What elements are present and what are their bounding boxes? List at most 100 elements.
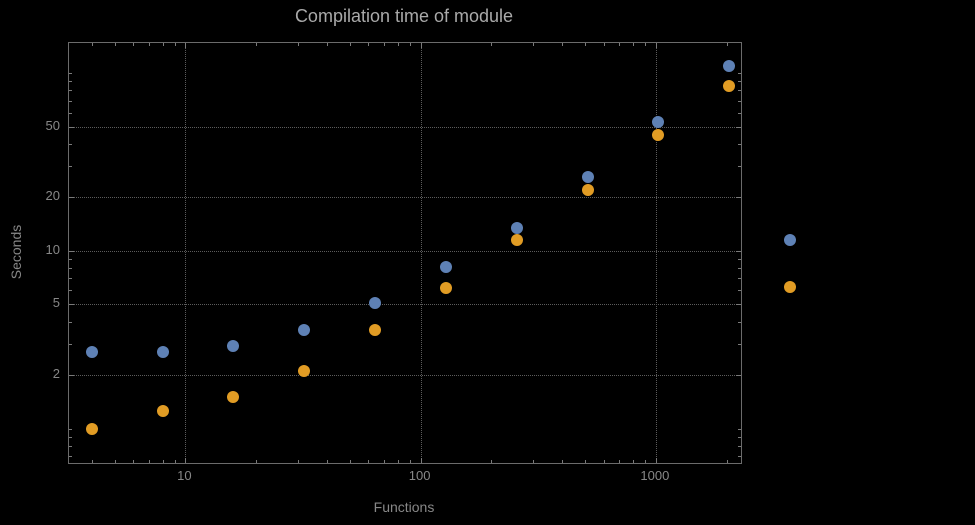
- y-tick-mark: [738, 90, 741, 92]
- y-tick-mark: [69, 278, 72, 280]
- gridline-vertical: [185, 43, 187, 463]
- y-tick-mark: [69, 90, 72, 92]
- y-tick-mark: [738, 81, 741, 83]
- x-tick-mark: [327, 460, 329, 463]
- x-tick-mark: [133, 460, 135, 463]
- x-tick-mark: [397, 460, 399, 463]
- x-tick-mark: [619, 43, 621, 46]
- x-tick-mark: [726, 460, 728, 463]
- y-tick-mark: [738, 73, 741, 75]
- x-tick-mark: [297, 43, 299, 46]
- x-tick-mark: [162, 460, 164, 463]
- y-tick-mark: [69, 268, 72, 270]
- y-tick-mark: [69, 197, 74, 199]
- y-tick-mark: [738, 436, 741, 438]
- x-tick-mark: [148, 43, 150, 46]
- x-tick-mark: [562, 43, 564, 46]
- y-tick-mark: [738, 428, 741, 430]
- y-tick-mark: [738, 343, 741, 345]
- plot-area: [68, 42, 742, 464]
- x-tick-mark: [368, 460, 370, 463]
- x-tick-mark: [327, 43, 329, 46]
- data-point-series-blue: [581, 171, 594, 184]
- y-tick-label: 20: [45, 188, 60, 204]
- chart-title: Compilation time of module: [294, 6, 514, 26]
- gridline-vertical: [655, 43, 657, 463]
- x-tick-mark: [397, 43, 399, 46]
- x-tick-mark: [603, 43, 605, 46]
- y-tick-mark: [69, 290, 72, 292]
- x-tick-mark: [162, 43, 164, 46]
- x-tick-label: 100: [408, 468, 431, 483]
- y-tick-mark: [69, 343, 72, 345]
- x-tick-mark: [409, 460, 411, 463]
- gridline-horizontal: [69, 375, 741, 377]
- data-point-series-orange: [652, 128, 665, 141]
- gridline-horizontal: [69, 197, 741, 199]
- y-tick-mark: [69, 166, 72, 168]
- y-tick-mark: [69, 445, 72, 447]
- y-tick-mark: [69, 112, 72, 114]
- x-tick-mark: [133, 43, 135, 46]
- x-tick-mark: [655, 458, 657, 463]
- x-tick-label: 10: [177, 468, 192, 483]
- x-tick-mark: [409, 43, 411, 46]
- x-tick-mark: [174, 460, 176, 463]
- x-tick-mark: [384, 460, 386, 463]
- data-point-series-orange: [510, 234, 523, 247]
- y-tick-mark: [738, 112, 741, 114]
- data-point-series-blue: [298, 323, 311, 336]
- x-tick-mark: [633, 460, 635, 463]
- y-tick-label: 5: [52, 295, 60, 311]
- x-tick-mark: [297, 460, 299, 463]
- y-tick-mark: [738, 143, 741, 145]
- gridline-horizontal: [69, 126, 741, 128]
- y-tick-mark: [738, 456, 741, 458]
- data-point-series-orange: [369, 323, 382, 336]
- data-point-series-orange: [156, 405, 169, 418]
- y-tick-mark: [736, 250, 741, 252]
- y-tick-mark: [69, 321, 72, 323]
- x-axis-label: Functions: [373, 499, 435, 515]
- x-tick-mark: [726, 43, 728, 46]
- y-tick-mark: [69, 304, 74, 306]
- data-point-series-blue: [439, 261, 452, 274]
- data-point-series-orange: [581, 184, 594, 197]
- x-tick-mark: [349, 460, 351, 463]
- x-tick-mark: [645, 460, 647, 463]
- legend-marker-orange: [784, 281, 796, 293]
- data-point-series-blue: [369, 296, 382, 309]
- x-tick-mark: [603, 460, 605, 463]
- y-tick-label: 10: [45, 241, 60, 257]
- x-tick-mark: [368, 43, 370, 46]
- y-tick-mark: [738, 321, 741, 323]
- x-tick-mark: [420, 458, 422, 463]
- x-tick-mark: [585, 43, 587, 46]
- x-tick-mark: [562, 460, 564, 463]
- x-tick-mark: [655, 43, 657, 48]
- y-tick-mark: [69, 100, 72, 102]
- y-tick-mark: [69, 81, 72, 83]
- y-tick-mark: [736, 197, 741, 199]
- y-tick-mark: [69, 375, 74, 377]
- x-tick-mark: [532, 43, 534, 46]
- x-tick-mark: [585, 460, 587, 463]
- x-tick-mark: [114, 460, 116, 463]
- data-point-series-blue: [652, 116, 665, 129]
- x-tick-mark: [532, 460, 534, 463]
- x-tick-mark: [185, 43, 187, 48]
- x-tick-mark: [619, 460, 621, 463]
- x-tick-label: 1000: [640, 468, 670, 483]
- x-tick-mark: [256, 460, 258, 463]
- y-tick-label: 50: [45, 117, 60, 133]
- y-tick-mark: [69, 428, 72, 430]
- y-tick-mark: [736, 304, 741, 306]
- x-tick-mark: [148, 460, 150, 463]
- x-tick-mark: [185, 458, 187, 463]
- x-axis-tick-labels: 10 100 1000: [68, 468, 740, 488]
- x-tick-mark: [349, 43, 351, 46]
- x-tick-mark: [91, 43, 93, 46]
- x-tick-mark: [491, 460, 493, 463]
- y-tick-mark: [738, 166, 741, 168]
- y-tick-mark: [738, 268, 741, 270]
